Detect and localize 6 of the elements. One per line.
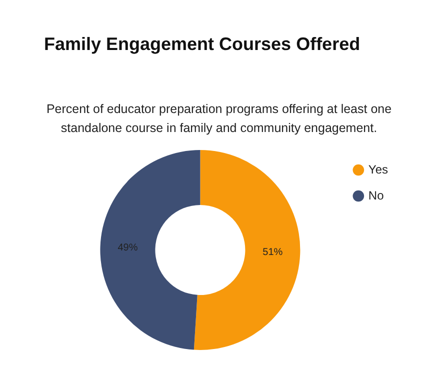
chart-subtitle: Percent of educator preparation programs offering at least one standalone course in family and community engagement.	[45, 101, 393, 137]
data-label: 51%	[262, 247, 283, 258]
chart-title: Family Engagement Courses Offered	[44, 34, 360, 55]
legend-label: Yes	[368, 162, 388, 176]
data-label: 49%	[118, 242, 138, 254]
legend-label: No	[368, 188, 384, 202]
